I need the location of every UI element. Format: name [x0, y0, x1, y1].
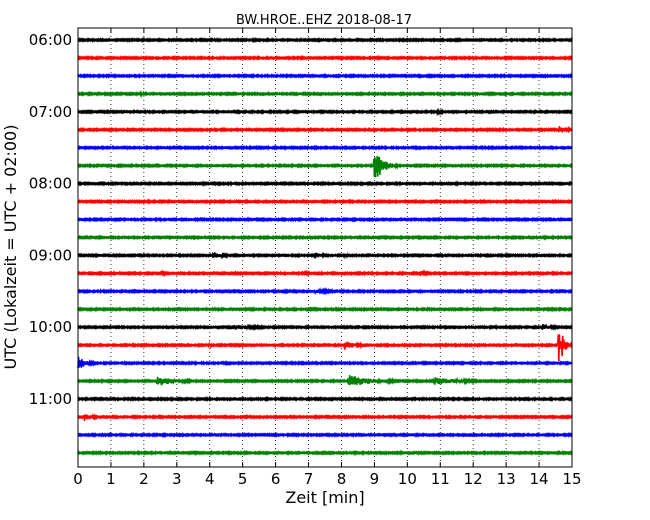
trace-0830: [77, 216, 573, 223]
trace-1015: [77, 334, 573, 362]
trace-1045: [77, 375, 573, 386]
trace-0945: [77, 306, 573, 313]
x-tick-label: 9: [370, 470, 380, 488]
trace-0615: [77, 54, 573, 62]
trace-0730: [77, 144, 573, 151]
y-tick-label: 08:00: [29, 175, 72, 193]
trace-1000: [77, 323, 573, 332]
x-tick-label: 5: [238, 470, 248, 488]
trace-0845: [77, 234, 573, 241]
trace-1030: [77, 356, 573, 369]
trace-0915: [77, 269, 573, 278]
x-tick-label: 15: [562, 470, 581, 488]
trace-0815: [77, 198, 573, 205]
x-tick-label: 14: [530, 470, 549, 488]
x-tick-label: 11: [431, 470, 450, 488]
y-axis-ticks: 06:00 07:00 08:00 09:00 10:00 11:00: [29, 31, 572, 408]
trace-1100: [77, 395, 573, 403]
x-tick-label: 4: [205, 470, 215, 488]
trace-0745: [77, 155, 573, 178]
y-tick-label: 06:00: [29, 31, 72, 49]
trace-0930: [77, 286, 573, 296]
x-tick-label: 10: [398, 470, 417, 488]
trace-1115: [77, 412, 573, 421]
x-tick-label: 6: [271, 470, 281, 488]
trace-0900: [77, 251, 573, 260]
x-tick-label: 3: [172, 470, 182, 488]
x-tick-label: 8: [337, 470, 347, 488]
trace-0630: [77, 72, 573, 80]
trace-0600: [77, 36, 573, 44]
plot-frame: [77, 27, 573, 468]
trace-0715: [77, 125, 573, 134]
trace-layer: [77, 36, 573, 457]
x-tick-label: 2: [139, 470, 149, 488]
trace-1145: [77, 449, 573, 457]
chart-title: BW.HROE..EHZ 2018-08-17: [236, 13, 412, 28]
x-axis-label: Zeit [min]: [285, 488, 364, 507]
x-tick-label: 13: [497, 470, 516, 488]
x-tick-label: 7: [304, 470, 314, 488]
y-tick-label: 09:00: [29, 246, 72, 264]
trace-0700: [77, 107, 573, 117]
x-tick-label: 12: [464, 470, 483, 488]
y-tick-label: 07:00: [29, 103, 72, 121]
x-tick-label: 1: [106, 470, 116, 488]
trace-0645: [77, 89, 573, 98]
y-tick-label: 10:00: [29, 318, 72, 336]
x-axis-ticks: 0 1 2 3 4 5 6 7 8 9 10 11 12 13 14 15: [73, 28, 582, 488]
trace-0800: [77, 180, 573, 187]
x-tick-label: 0: [73, 470, 83, 488]
trace-1130: [77, 431, 573, 439]
y-tick-label: 11:00: [29, 390, 72, 408]
y-axis-label: UTC (Lokalzeit = UTC + 02:00): [1, 125, 20, 370]
